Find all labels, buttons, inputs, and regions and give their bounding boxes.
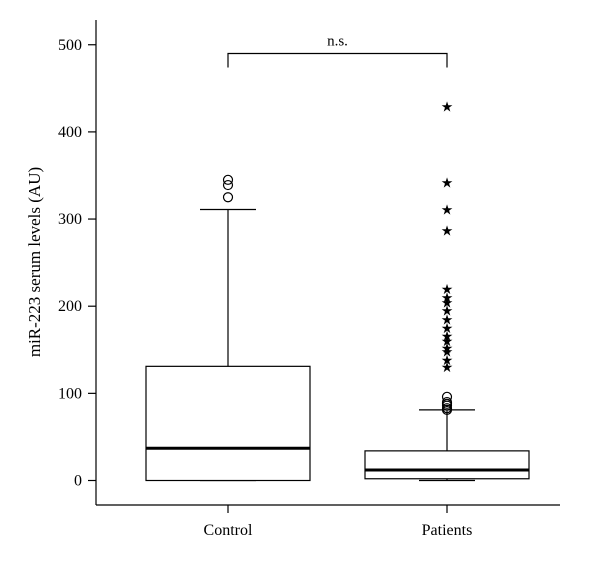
x-tick-label: Patients (422, 522, 473, 539)
outlier-star: ★ (441, 282, 454, 298)
outlier-star: ★ (441, 296, 454, 312)
y-tick-label: 200 (58, 298, 82, 315)
box-group-patients: ★★★★★★★★★★★★★★★★ (364, 100, 530, 482)
iqr-box (145, 365, 311, 482)
x-tick-label: Control (204, 522, 253, 539)
outlier-star: ★ (441, 360, 454, 376)
outlier-star: ★ (441, 321, 454, 337)
outlier-star: ★ (441, 290, 454, 306)
outlier-star: ★ (441, 304, 454, 320)
outlier-circle (222, 174, 234, 185)
outlier-star: ★ (441, 341, 454, 357)
outlier-star: ★ (441, 329, 454, 345)
y-tick-label: 0 (74, 473, 82, 490)
outlier-circle (222, 192, 234, 203)
outlier-star: ★ (441, 100, 454, 116)
boxes: ★★★★★★★★★★★★★★★★ (145, 100, 530, 482)
significance-label: n.s. (327, 33, 348, 49)
outlier-star: ★ (441, 175, 454, 191)
outlier-star: ★ (441, 345, 454, 361)
outlier-circle (222, 179, 234, 191)
outlier-star: ★ (441, 353, 454, 369)
significance-bracket (227, 52, 448, 68)
iqr-box (364, 450, 530, 480)
outlier-circle (441, 396, 453, 408)
y-tick-label: 300 (58, 211, 82, 228)
outlier-star: ★ (441, 312, 454, 328)
outlier-circle (441, 403, 453, 414)
outlier-star: ★ (441, 202, 454, 218)
box-group-control (145, 174, 311, 482)
y-tick-label: 500 (58, 37, 82, 54)
y-axis-label: miR-223 serum levels (AU) (25, 167, 44, 357)
outlier-star: ★ (441, 334, 454, 350)
significance-annotation: n.s. (227, 33, 448, 68)
y-tick-label: 100 (58, 385, 82, 402)
x-axis: Control Patients (96, 504, 560, 539)
outlier-circle (441, 391, 453, 402)
y-axis: 0 100 200 300 400 500 (58, 20, 97, 505)
y-tick-label: 400 (58, 124, 82, 141)
outlier-star: ★ (441, 223, 454, 239)
